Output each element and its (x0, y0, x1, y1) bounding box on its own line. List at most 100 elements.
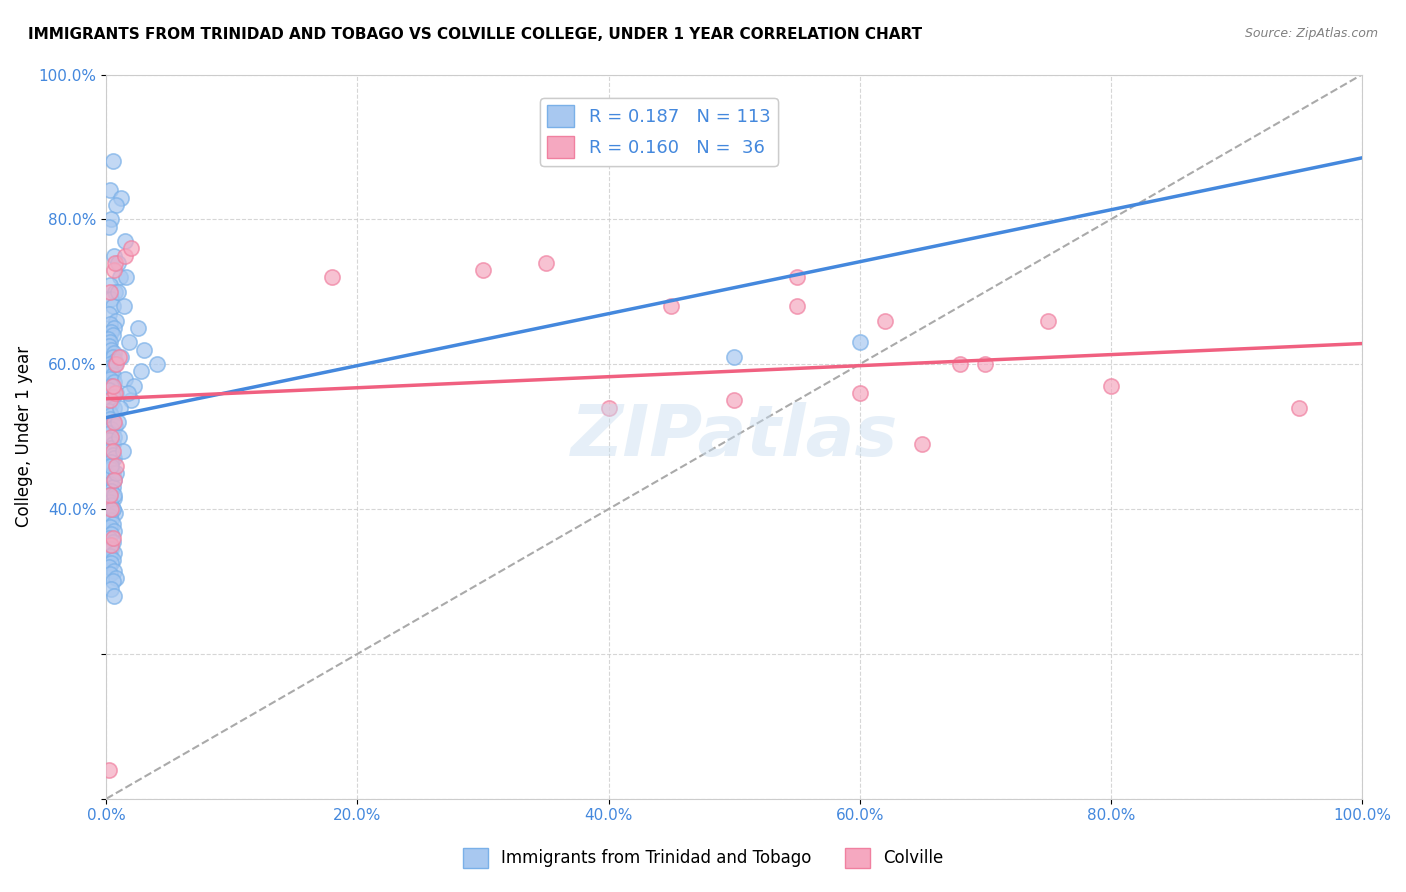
Point (974, 357, 997, 371)
Point (100, 343, 122, 357)
Point (873, 314, 896, 328)
Point (127, 321, 149, 335)
Point (114, 249, 136, 263)
Point (97, 219, 120, 234)
Point (103, 401, 125, 415)
Point (98, 538, 121, 552)
Point (108, 430, 131, 444)
Point (98, 549, 121, 563)
Point (107, 415, 129, 429)
Point (1288, 401, 1310, 415)
Point (103, 564, 125, 578)
Point (101, 531, 124, 545)
Point (108, 270, 131, 285)
Point (101, 299, 124, 313)
Point (103, 430, 125, 444)
Point (100, 483, 122, 498)
Point (101, 437, 124, 451)
Point (100, 430, 122, 444)
Point (104, 506, 127, 520)
Point (100, 455, 122, 469)
Point (101, 553, 124, 567)
Point (103, 487, 125, 501)
Point (101, 415, 124, 429)
Text: Source: ZipAtlas.com: Source: ZipAtlas.com (1244, 27, 1378, 40)
Point (100, 582, 122, 596)
Point (659, 299, 682, 313)
Point (97, 434, 120, 448)
Point (100, 379, 122, 393)
Point (103, 545, 125, 559)
Point (114, 234, 136, 248)
Point (98, 487, 121, 501)
Point (103, 589, 125, 603)
Point (101, 534, 124, 549)
Point (100, 538, 122, 552)
Point (104, 285, 127, 299)
Point (98, 318, 121, 332)
Point (100, 292, 122, 306)
Point (723, 393, 745, 408)
Point (97, 383, 120, 397)
Point (118, 335, 141, 350)
Point (98, 567, 121, 582)
Point (105, 314, 128, 328)
Point (120, 241, 142, 255)
Point (98, 285, 121, 299)
Point (110, 191, 132, 205)
Point (98, 357, 121, 371)
Point (97, 306, 120, 320)
Point (104, 386, 127, 401)
Point (110, 350, 132, 364)
Point (949, 357, 972, 371)
Point (120, 393, 142, 408)
Point (122, 379, 145, 393)
Point (98, 277, 121, 292)
Point (104, 418, 127, 433)
Point (97, 404, 120, 418)
Point (98, 425, 121, 440)
Point (104, 353, 127, 368)
Point (103, 321, 125, 335)
Point (105, 458, 128, 473)
Point (101, 466, 124, 480)
Point (100, 557, 122, 571)
Point (911, 437, 934, 451)
Point (98, 444, 121, 458)
Point (472, 263, 495, 277)
Point (786, 299, 808, 313)
Point (101, 154, 124, 169)
Point (98, 476, 121, 491)
Point (101, 368, 124, 382)
Point (103, 376, 125, 390)
Point (100, 422, 122, 436)
Point (534, 256, 557, 270)
Point (100, 212, 122, 227)
Point (115, 270, 138, 285)
Point (98, 372, 121, 386)
Point (101, 448, 124, 462)
Point (98, 520, 121, 534)
Point (100, 397, 122, 411)
Point (101, 379, 124, 393)
Point (98, 183, 121, 197)
Point (100, 527, 122, 541)
Point (108, 401, 131, 415)
Text: ZIPatlas: ZIPatlas (571, 402, 898, 471)
Point (101, 444, 124, 458)
Point (100, 408, 122, 422)
Point (103, 249, 125, 263)
Point (103, 473, 125, 487)
Point (598, 401, 620, 415)
Point (100, 469, 122, 483)
Point (100, 458, 122, 473)
Point (97, 339, 120, 353)
Point (786, 270, 808, 285)
Point (723, 350, 745, 364)
Point (103, 415, 125, 429)
Point (103, 263, 125, 277)
Point (108, 350, 131, 364)
Point (321, 270, 343, 285)
Point (97, 763, 120, 777)
Point (103, 524, 125, 538)
